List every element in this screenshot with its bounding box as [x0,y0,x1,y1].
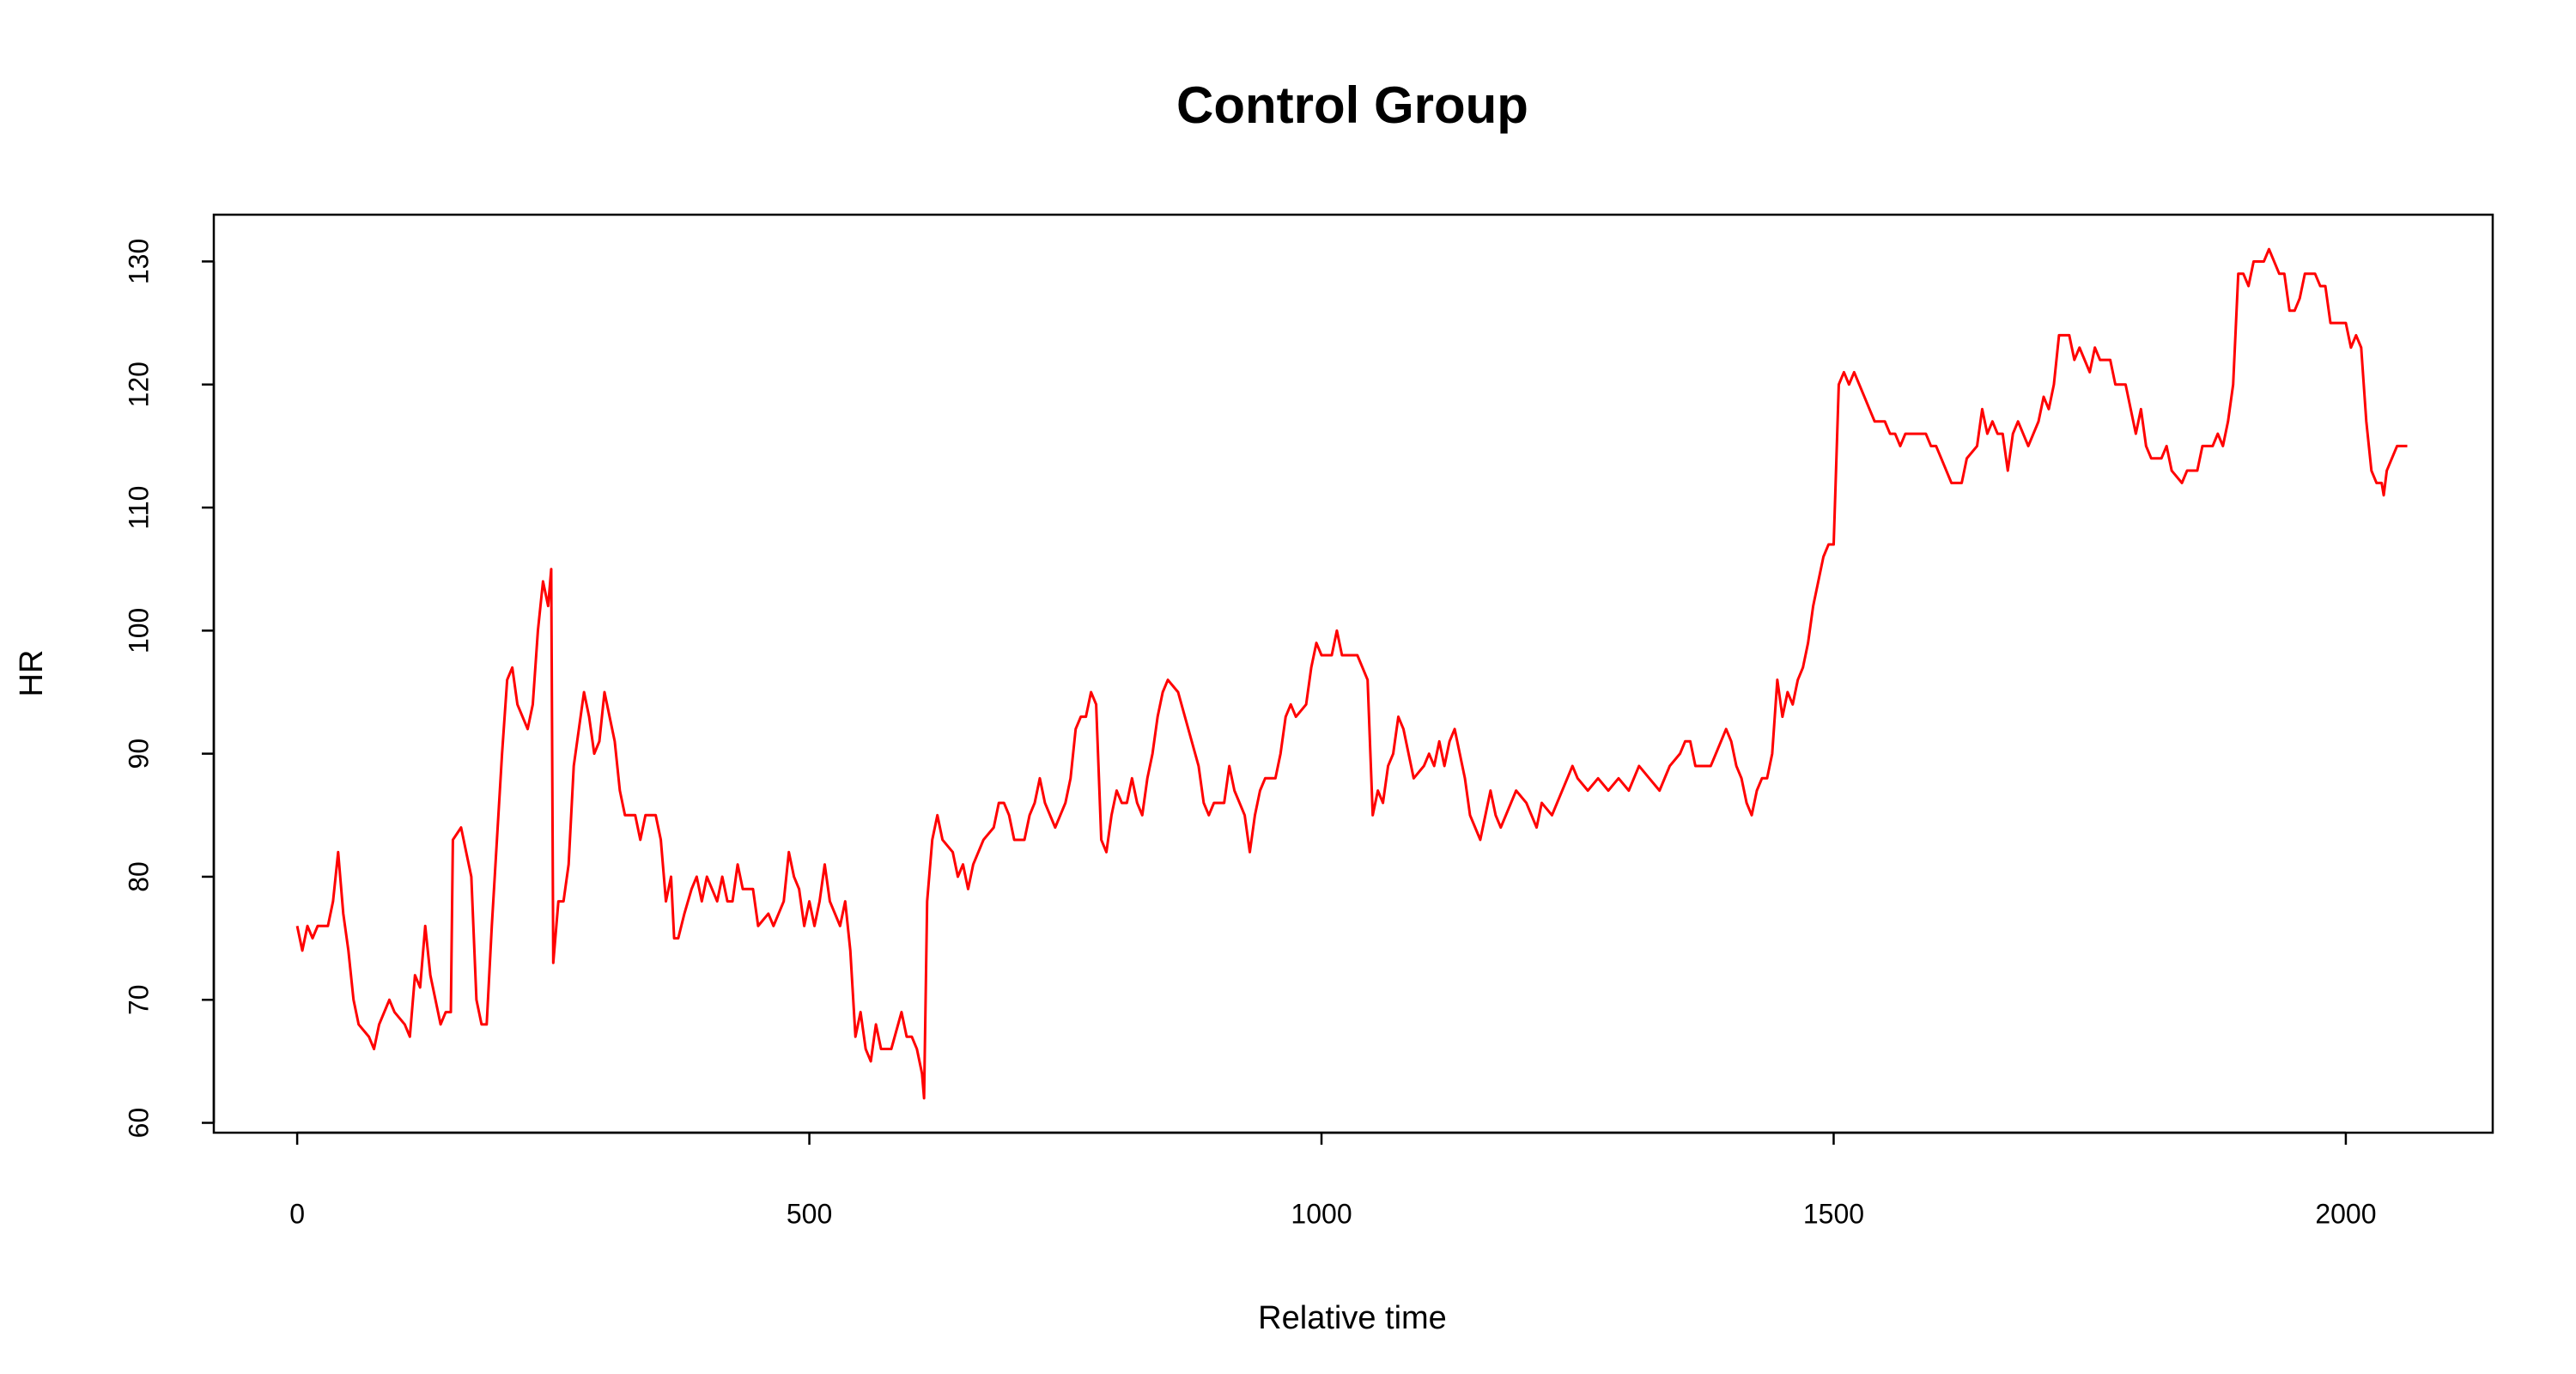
y-tick-label: 100 [123,608,154,654]
y-tick-label: 130 [123,239,154,284]
y-tick-label: 60 [123,1108,154,1139]
chart-title: Control Group [1176,76,1528,134]
x-axis-label: Relative time [1258,1300,1447,1336]
y-tick-label: 80 [123,861,154,892]
x-tick-label: 2000 [2315,1198,2376,1229]
y-tick-label: 110 [123,486,154,530]
x-tick-label: 500 [787,1198,832,1229]
y-tick-label: 90 [123,739,154,769]
plot-box [212,213,2494,1134]
x-tick-label: 1000 [1291,1198,1352,1229]
y-tick-label: 70 [123,984,154,1015]
x-tick-label: 1500 [1803,1198,1864,1229]
y-axis-label: HR [14,650,50,697]
y-tick-label: 120 [123,362,154,407]
x-tick-label: 0 [289,1198,305,1229]
data-line [295,247,2408,1100]
